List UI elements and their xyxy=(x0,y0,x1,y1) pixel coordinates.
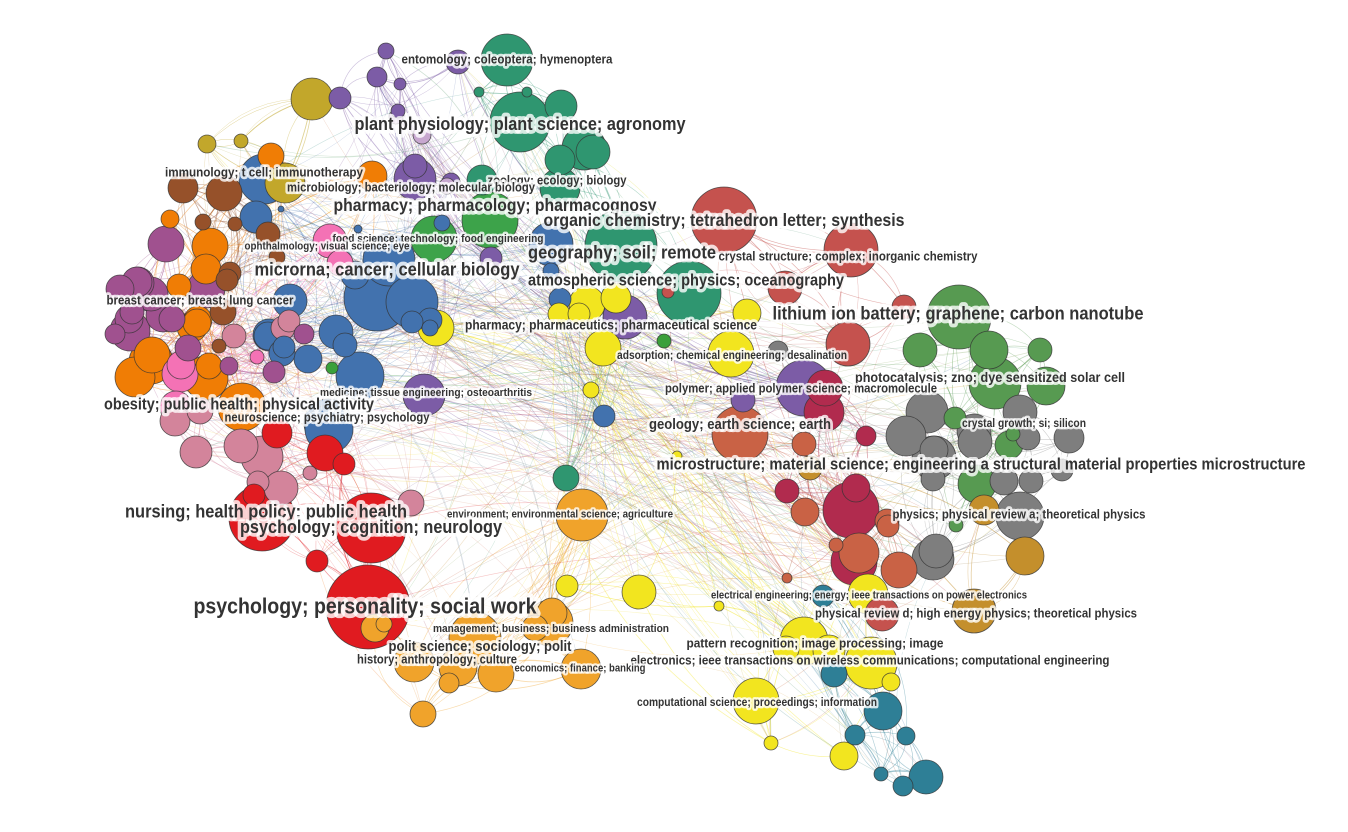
svg-text:microrna; cancer; cellular bio: microrna; cancer; cellular biology xyxy=(255,258,521,279)
svg-text:computational science; proceed: computational science; proceedings; info… xyxy=(637,697,877,709)
svg-text:medicine; tissue engineering;: medicine; tissue engineering; osteoarthr… xyxy=(320,387,532,399)
svg-text:photocatalysis; zno; dye sensi: photocatalysis; zno; dye sensitized sola… xyxy=(855,369,1125,385)
svg-text:entomology; coleoptera; hymeno: entomology; coleoptera; hymenoptera xyxy=(402,51,614,66)
svg-text:adsorption; chemical engineeri: adsorption; chemical engineering; desali… xyxy=(617,350,847,362)
svg-text:ophthalmology; visual science;: ophthalmology; visual science; eye xyxy=(245,241,410,253)
svg-text:geology; earth science; earth: geology; earth science; earth xyxy=(649,417,831,433)
svg-text:atmospheric science; physics;: atmospheric science; physics; oceanograp… xyxy=(528,272,844,290)
svg-text:neuroscience; psychiatry; psyc: neuroscience; psychiatry; psychology xyxy=(225,410,430,424)
svg-text:obesity; public health; physic: obesity; public health; physical activit… xyxy=(104,396,374,414)
svg-text:crystal growth; si; silicon: crystal growth; si; silicon xyxy=(962,418,1086,430)
svg-text:psychology; personality; socia: psychology; personality; social work xyxy=(194,593,538,618)
svg-text:electronics; ieee transactions: electronics; ieee transactions on wirele… xyxy=(631,652,1110,667)
svg-text:microbiology; bacteriology; mo: microbiology; bacteriology; molecular bi… xyxy=(287,180,535,194)
svg-text:breast cancer; breast; lung ca: breast cancer; breast; lung cancer xyxy=(107,292,294,307)
svg-text:physics; physical review a; th: physics; physical review a; theoretical … xyxy=(893,507,1146,521)
svg-text:history; anthropology; culture: history; anthropology; culture xyxy=(357,652,517,666)
svg-text:pharmacy; pharmacology; pharma: pharmacy; pharmacology; pharmacognosy xyxy=(334,195,657,215)
svg-text:electrical engineering; energy: electrical engineering; energy; ieee tra… xyxy=(711,590,1027,602)
svg-text:nursing; health policy: public: nursing; health policy: public health xyxy=(125,500,407,521)
svg-text:environment; environmental sci: environment; environmental science; agri… xyxy=(447,509,673,521)
svg-text:polit science; sociology; poli: polit science; sociology; polit xyxy=(389,639,572,655)
svg-text:pattern recognition; image pro: pattern recognition; image processing; i… xyxy=(687,636,944,651)
svg-text:microstructure; material scien: microstructure; material science; engine… xyxy=(657,456,1306,474)
svg-text:immunology; t cell; immunother: immunology; t cell; immunotherapy xyxy=(165,164,364,179)
svg-text:crystal structure; complex; in: crystal structure; complex; inorganic ch… xyxy=(719,248,979,263)
svg-text:psychology; cognition; neurolo: psychology; cognition; neurology xyxy=(240,517,503,537)
svg-text:food science; technology; food: food science; technology; food engineeri… xyxy=(333,233,544,245)
svg-text:zoology; ecology; biology: zoology; ecology; biology xyxy=(488,173,627,187)
svg-text:organic chemistry; tetrahedron: organic chemistry; tetrahedron letter; s… xyxy=(544,210,905,230)
svg-text:management; business; business: management; business; business administr… xyxy=(433,623,669,635)
svg-text:lithium ion battery; graphene;: lithium ion battery; graphene; carbon na… xyxy=(773,302,1144,323)
svg-text:pharmacy; pharmaceutics; pharm: pharmacy; pharmaceutics; pharmaceutical … xyxy=(465,318,757,333)
svg-text:physical review d; high energy: physical review d; high energy physics; … xyxy=(815,605,1137,620)
svg-text:plant physiology; plant scienc: plant physiology; plant science; agronom… xyxy=(355,114,687,134)
svg-text:economics; finance; banking: economics; finance; banking xyxy=(515,663,646,675)
svg-text:polymer; applied polymer scien: polymer; applied polymer science; macrom… xyxy=(665,381,937,395)
svg-text:geography; soil; remote: geography; soil; remote xyxy=(528,241,716,262)
